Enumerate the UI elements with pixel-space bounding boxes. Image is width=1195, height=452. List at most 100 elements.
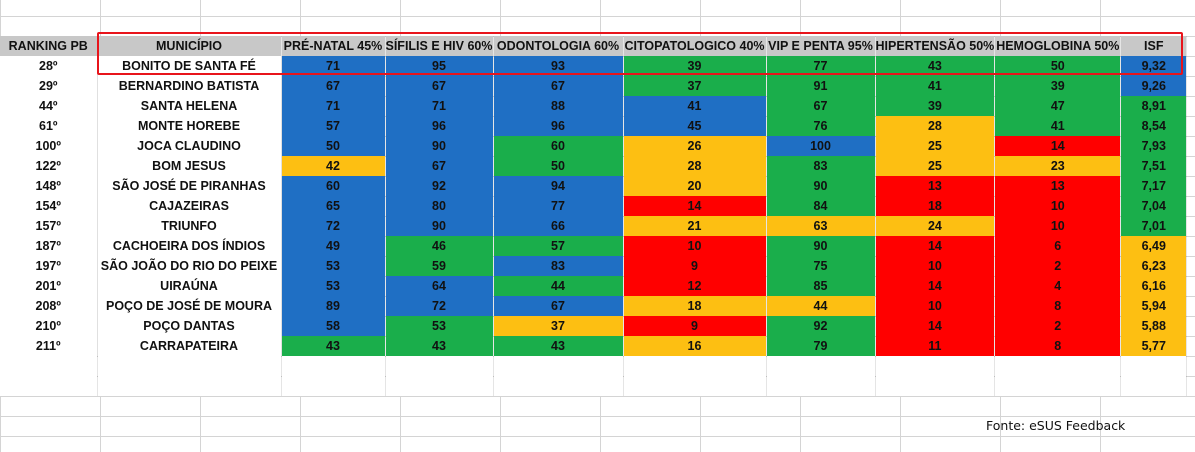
empty-cell[interactable] [0,356,98,376]
isf-cell[interactable]: 8,54 [1120,116,1188,136]
indicator-cell[interactable]: 8 [994,296,1122,316]
indicator-cell[interactable]: 42 [281,156,386,176]
isf-cell[interactable]: 6,16 [1120,276,1188,296]
indicator-cell[interactable]: 77 [493,196,624,216]
indicator-cell[interactable]: 72 [385,296,494,316]
indicator-cell[interactable]: 39 [623,56,767,76]
indicator-cell[interactable]: 90 [385,216,494,236]
rank-cell[interactable]: 208º [0,296,98,316]
indicator-cell[interactable]: 6 [994,236,1122,256]
indicator-cell[interactable]: 65 [281,196,386,216]
municipio-cell[interactable]: POÇO DE JOSÉ DE MOURA [97,296,282,316]
indicator-cell[interactable]: 92 [766,316,876,336]
indicator-cell[interactable]: 83 [766,156,876,176]
indicator-cell[interactable]: 50 [994,56,1122,76]
indicator-cell[interactable]: 63 [766,216,876,236]
indicator-cell[interactable]: 2 [994,256,1122,276]
empty-cell[interactable] [875,376,996,396]
rank-cell[interactable]: 122º [0,156,98,176]
empty-cell[interactable] [493,356,624,376]
empty-cell[interactable] [281,356,386,376]
empty-cell[interactable] [623,356,767,376]
header-municipio[interactable]: MUNICÍPIO [97,36,282,56]
indicator-cell[interactable]: 96 [385,116,494,136]
indicator-cell[interactable]: 13 [875,176,996,196]
indicator-cell[interactable]: 39 [875,96,996,116]
indicator-cell[interactable]: 92 [385,176,494,196]
isf-cell[interactable]: 6,49 [1120,236,1188,256]
indicator-cell[interactable]: 91 [766,76,876,96]
empty-cell[interactable] [97,356,282,376]
indicator-cell[interactable]: 12 [623,276,767,296]
indicator-cell[interactable]: 11 [875,336,996,356]
indicator-cell[interactable]: 71 [385,96,494,116]
isf-cell[interactable]: 5,77 [1120,336,1188,356]
indicator-cell[interactable]: 67 [493,76,624,96]
rank-cell[interactable]: 44º [0,96,98,116]
indicator-cell[interactable]: 28 [623,156,767,176]
indicator-cell[interactable]: 72 [281,216,386,236]
indicator-cell[interactable]: 64 [385,276,494,296]
indicator-cell[interactable]: 18 [623,296,767,316]
indicator-cell[interactable]: 10 [875,296,996,316]
indicator-cell[interactable]: 53 [281,276,386,296]
empty-cell[interactable] [994,376,1122,396]
rank-cell[interactable]: 157º [0,216,98,236]
header-pre-natal[interactable]: PRÉ-NATAL 45% [281,36,386,56]
indicator-cell[interactable]: 10 [994,216,1122,236]
indicator-cell[interactable]: 14 [875,276,996,296]
empty-cell[interactable] [766,356,876,376]
indicator-cell[interactable]: 47 [994,96,1122,116]
indicator-cell[interactable]: 90 [766,176,876,196]
indicator-cell[interactable]: 67 [385,76,494,96]
header-odontologia[interactable]: ODONTOLOGIA 60% [493,36,624,56]
empty-cell[interactable] [0,376,98,396]
indicator-cell[interactable]: 75 [766,256,876,276]
rank-cell[interactable]: 201º [0,276,98,296]
municipio-cell[interactable]: SÃO JOÃO DO RIO DO PEIXE [97,256,282,276]
header-isf[interactable]: ISF [1120,36,1188,56]
indicator-cell[interactable]: 41 [623,96,767,116]
empty-cell[interactable] [1120,376,1188,396]
empty-cell[interactable] [623,376,767,396]
indicator-cell[interactable]: 83 [493,256,624,276]
indicator-cell[interactable]: 53 [385,316,494,336]
indicator-cell[interactable]: 14 [875,316,996,336]
indicator-cell[interactable]: 10 [875,256,996,276]
indicator-cell[interactable]: 67 [281,76,386,96]
indicator-cell[interactable]: 41 [994,116,1122,136]
indicator-cell[interactable]: 57 [281,116,386,136]
indicator-cell[interactable]: 25 [875,136,996,156]
indicator-cell[interactable]: 53 [281,256,386,276]
header-hipertensao[interactable]: HIPERTENSÃO 50% [875,36,996,56]
indicator-cell[interactable]: 66 [493,216,624,236]
municipio-cell[interactable]: BERNARDINO BATISTA [97,76,282,96]
empty-cell[interactable] [385,376,494,396]
indicator-cell[interactable]: 25 [875,156,996,176]
indicator-cell[interactable]: 90 [385,136,494,156]
indicator-cell[interactable]: 16 [623,336,767,356]
empty-cell[interactable] [97,376,282,396]
indicator-cell[interactable]: 95 [385,56,494,76]
rank-cell[interactable]: 154º [0,196,98,216]
indicator-cell[interactable]: 8 [994,336,1122,356]
indicator-cell[interactable]: 71 [281,96,386,116]
indicator-cell[interactable]: 43 [493,336,624,356]
indicator-cell[interactable]: 26 [623,136,767,156]
indicator-cell[interactable]: 21 [623,216,767,236]
indicator-cell[interactable]: 9 [623,316,767,336]
indicator-cell[interactable]: 88 [493,96,624,116]
rank-cell[interactable]: 197º [0,256,98,276]
indicator-cell[interactable]: 84 [766,196,876,216]
municipio-cell[interactable]: BOM JESUS [97,156,282,176]
header-vip-penta[interactable]: VIP E PENTA 95% [766,36,876,56]
indicator-cell[interactable]: 10 [994,196,1122,216]
rank-cell[interactable]: 187º [0,236,98,256]
indicator-cell[interactable]: 44 [766,296,876,316]
isf-cell[interactable]: 5,88 [1120,316,1188,336]
rank-cell[interactable]: 61º [0,116,98,136]
indicator-cell[interactable]: 13 [994,176,1122,196]
municipio-cell[interactable]: POÇO DANTAS [97,316,282,336]
empty-cell[interactable] [766,376,876,396]
isf-cell[interactable]: 5,94 [1120,296,1188,316]
